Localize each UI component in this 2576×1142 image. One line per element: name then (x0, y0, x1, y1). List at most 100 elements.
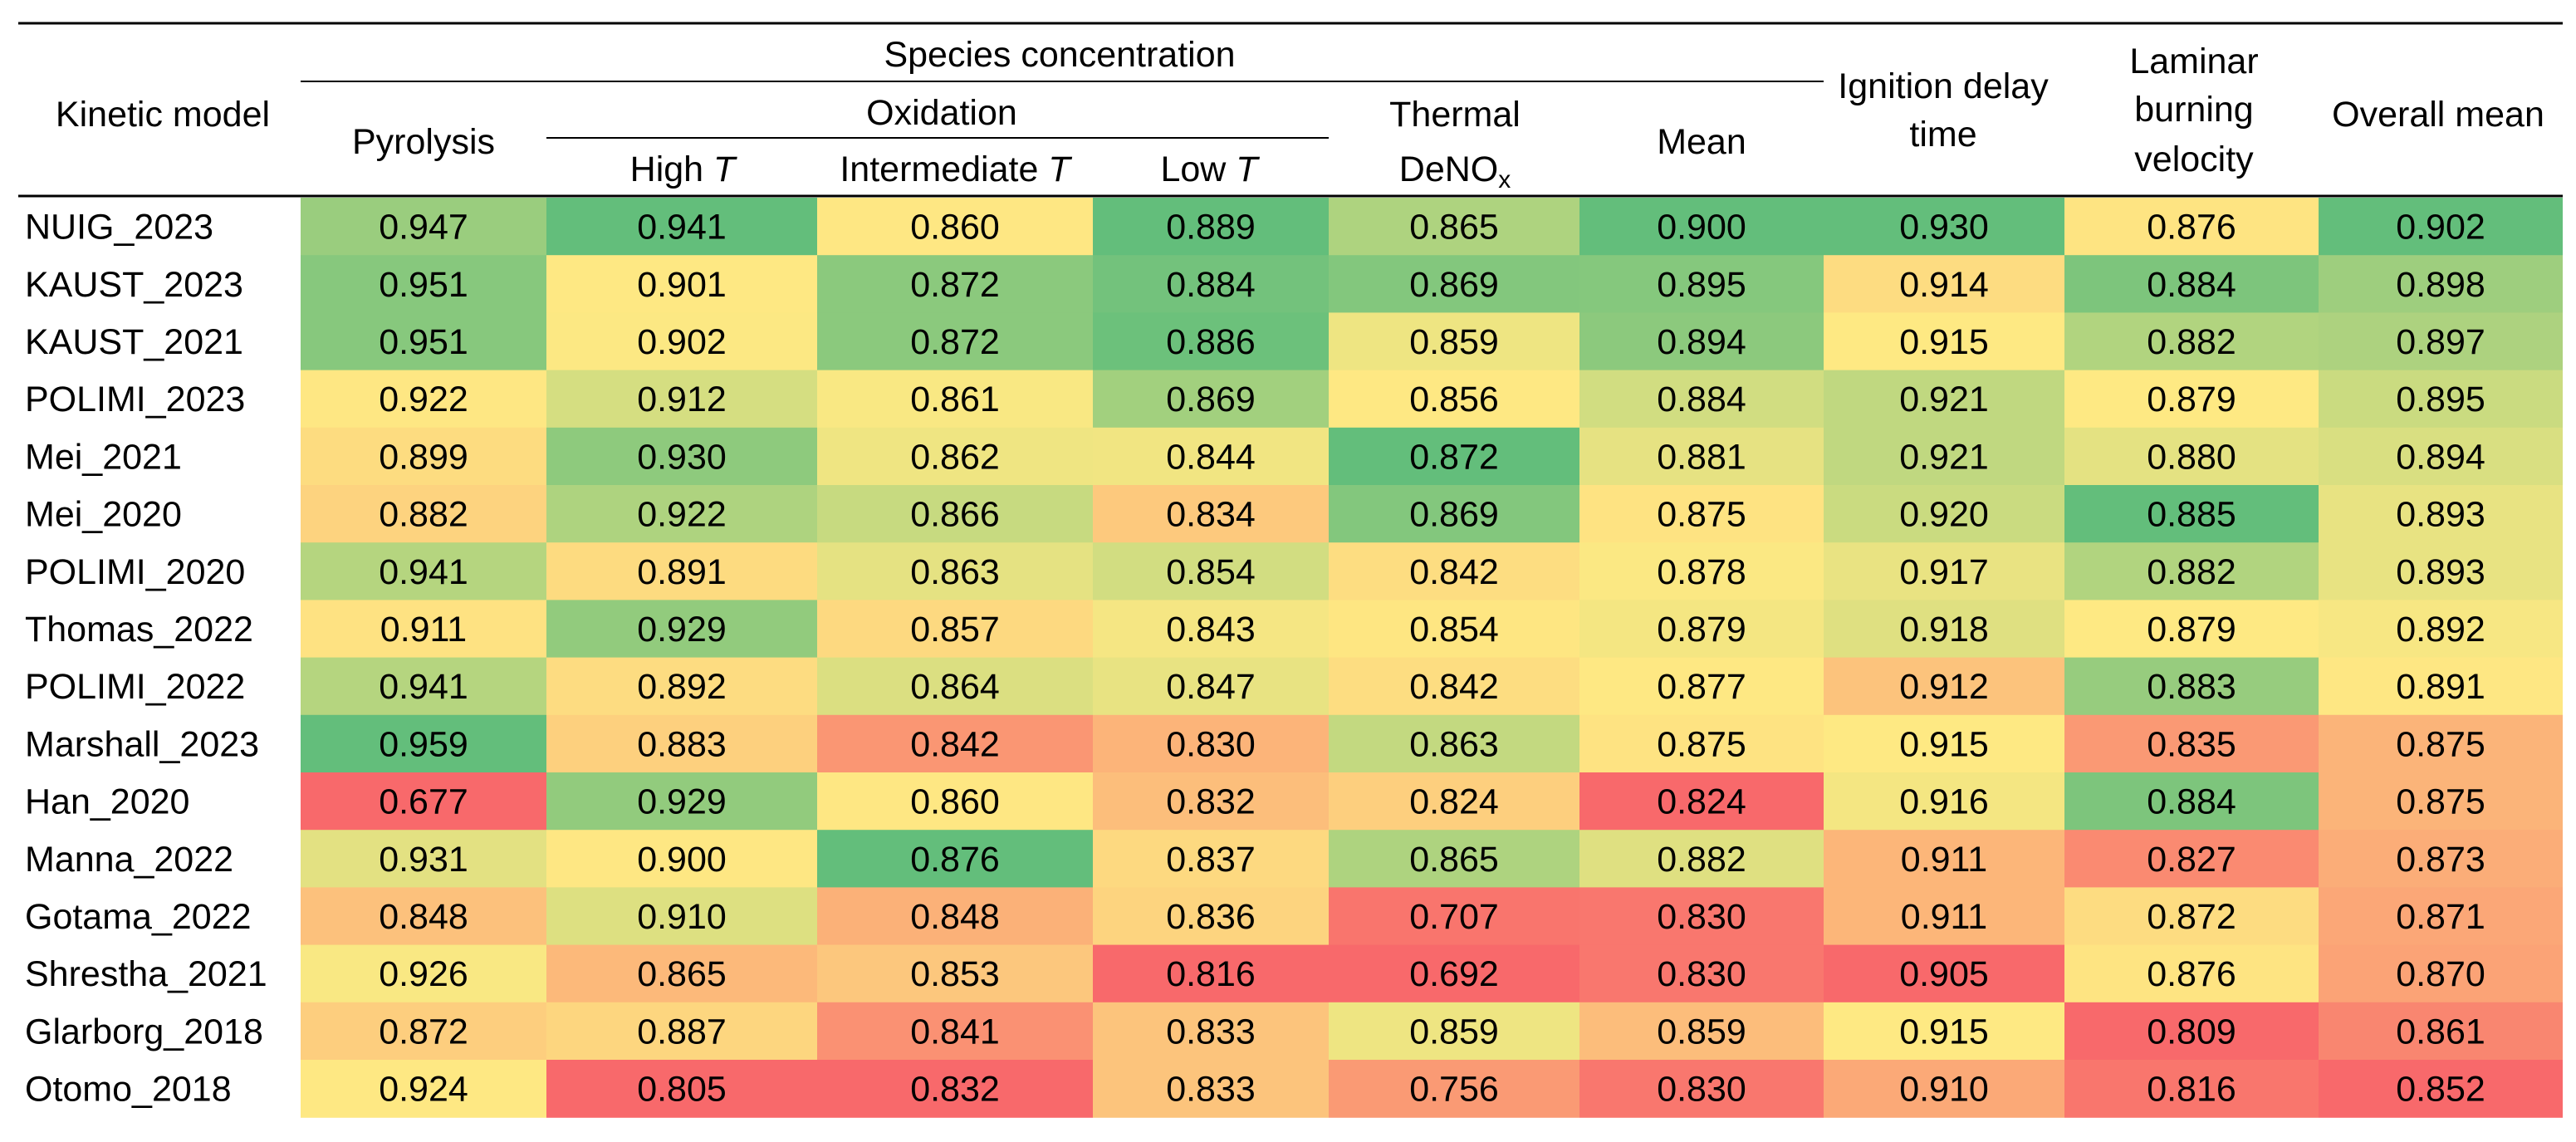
value-shrestha-2021-col-1: 0.865 (637, 954, 727, 994)
cell-glarborg-2018-col-3 (1093, 1002, 1329, 1061)
row-label-glarborg-2018: Glarborg_2018 (25, 1012, 263, 1051)
value-kaust-2021-col-3: 0.886 (1166, 322, 1256, 362)
value-gotama-2022-col-4: 0.707 (1409, 897, 1499, 937)
value-han-2020-col-2: 0.860 (910, 782, 1000, 822)
cell-shrestha-2021-col-3 (1093, 944, 1329, 1003)
cell-polimi-2023-col-6 (1824, 370, 2064, 429)
header-ignition-delay: Ignition delay (1838, 66, 2049, 106)
cell-glarborg-2018-col-0 (301, 1002, 546, 1061)
value-marshall-2023-col-1: 0.883 (637, 724, 727, 764)
cell-han-2020-col-6 (1824, 772, 2064, 831)
header-low-t: Low T (1160, 149, 1260, 189)
value-polimi-2023-col-8: 0.895 (2396, 380, 2485, 419)
cell-manna-2022-col-0 (301, 830, 546, 888)
header-thermal-denox: DeNOx (1399, 149, 1511, 194)
cell-kaust-2021-col-0 (301, 312, 546, 371)
cell-kaust-2023-col-5 (1579, 255, 1824, 313)
cell-nuig-2023-col-4 (1329, 198, 1579, 256)
value-polimi-2023-col-6: 0.921 (1899, 380, 1989, 419)
value-polimi-2020-col-5: 0.878 (1657, 552, 1746, 592)
value-nuig-2023-col-8: 0.902 (2396, 208, 2485, 248)
header-species-concentration: Species concentration (884, 35, 1235, 75)
cell-otomo-2018-col-0 (301, 1060, 546, 1118)
value-thomas-2022-col-7: 0.879 (2147, 610, 2236, 649)
value-manna-2022-col-6: 0.911 (1901, 840, 1987, 880)
value-han-2020-col-4: 0.824 (1409, 782, 1499, 822)
value-shrestha-2021-col-2: 0.853 (910, 954, 1000, 994)
cell-kaust-2023-col-4 (1329, 255, 1579, 313)
cell-nuig-2023-col-6 (1824, 198, 2064, 256)
cell-marshall-2023-col-0 (301, 714, 546, 773)
value-polimi-2020-col-4: 0.842 (1409, 552, 1499, 592)
value-nuig-2023-col-5: 0.900 (1657, 208, 1746, 248)
row-label-shrestha-2021: Shrestha_2021 (25, 954, 267, 994)
cell-gotama-2022-col-7 (2064, 887, 2319, 946)
cell-thomas-2022-col-2 (817, 600, 1093, 659)
cell-thomas-2022-col-5 (1579, 600, 1824, 659)
cell-gotama-2022-col-1 (546, 887, 817, 946)
value-manna-2022-col-0: 0.931 (379, 840, 468, 880)
header-burning: burning (2134, 90, 2253, 130)
cell-kaust-2021-col-1 (546, 312, 817, 371)
cell-shrestha-2021-col-0 (301, 944, 546, 1003)
value-kaust-2021-col-6: 0.915 (1899, 322, 1989, 362)
cell-polimi-2022-col-0 (301, 657, 546, 716)
cell-mei-2021-col-3 (1093, 427, 1329, 486)
cell-kaust-2021-col-2 (817, 312, 1093, 371)
cell-nuig-2023-col-2 (817, 198, 1093, 256)
cell-shrestha-2021-col-5 (1579, 944, 1824, 1003)
cell-kaust-2021-col-6 (1824, 312, 2064, 371)
value-polimi-2023-col-3: 0.869 (1166, 380, 1256, 419)
value-gotama-2022-col-8: 0.871 (2396, 897, 2485, 937)
cell-polimi-2023-col-8 (2319, 370, 2563, 429)
value-marshall-2023-col-8: 0.875 (2396, 724, 2485, 764)
cell-manna-2022-col-3 (1093, 830, 1329, 888)
cell-polimi-2022-col-7 (2064, 657, 2319, 716)
cell-han-2020-col-5 (1579, 772, 1824, 831)
value-mei-2021-col-7: 0.880 (2147, 437, 2236, 477)
value-marshall-2023-col-2: 0.842 (910, 724, 1000, 764)
value-shrestha-2021-col-5: 0.830 (1657, 954, 1746, 994)
cell-polimi-2020-col-3 (1093, 542, 1329, 600)
cell-otomo-2018-col-2 (817, 1060, 1093, 1118)
value-kaust-2021-col-7: 0.882 (2147, 322, 2236, 362)
value-han-2020-col-0: 0.677 (379, 782, 468, 822)
rules-layer (18, 22, 2563, 198)
value-otomo-2018-col-0: 0.924 (379, 1070, 468, 1110)
cell-nuig-2023-col-0 (301, 198, 546, 256)
value-kaust-2021-col-1: 0.902 (637, 322, 727, 362)
value-otomo-2018-col-8: 0.852 (2396, 1070, 2485, 1110)
value-marshall-2023-col-5: 0.875 (1657, 724, 1746, 764)
value-thomas-2022-col-2: 0.857 (910, 610, 1000, 649)
value-shrestha-2021-col-7: 0.876 (2147, 954, 2236, 994)
cell-polimi-2022-col-1 (546, 657, 817, 716)
cell-manna-2022-col-4 (1329, 830, 1579, 888)
value-polimi-2020-col-2: 0.863 (910, 552, 1000, 592)
cell-manna-2022-col-6 (1824, 830, 2064, 888)
value-mei-2020-col-8: 0.893 (2396, 495, 2485, 535)
row-label-polimi-2023: POLIMI_2023 (25, 380, 245, 419)
value-otomo-2018-col-4: 0.756 (1409, 1070, 1499, 1110)
cell-gotama-2022-col-4 (1329, 887, 1579, 946)
cell-mei-2021-col-6 (1824, 427, 2064, 486)
cell-nuig-2023-col-8 (2319, 198, 2563, 256)
cell-polimi-2020-col-5 (1579, 542, 1824, 600)
value-polimi-2022-col-7: 0.883 (2147, 667, 2236, 707)
header-overall-mean: Overall mean (2332, 95, 2544, 135)
cell-han-2020-col-8 (2319, 772, 2563, 831)
value-kaust-2023-col-4: 0.869 (1409, 265, 1499, 305)
cell-nuig-2023-col-5 (1579, 198, 1824, 256)
cell-polimi-2023-col-3 (1093, 370, 1329, 429)
value-polimi-2022-col-8: 0.891 (2396, 667, 2485, 707)
cell-mei-2021-col-1 (546, 427, 817, 486)
cell-otomo-2018-col-7 (2064, 1060, 2319, 1118)
cell-glarborg-2018-col-5 (1579, 1002, 1824, 1061)
cell-mei-2021-col-0 (301, 427, 546, 486)
cell-mei-2020-col-2 (817, 485, 1093, 543)
cell-thomas-2022-col-7 (2064, 600, 2319, 659)
cells-layer: NUIG_2023 0.947 0.941 0.860 0.889 0.865 0.900 0… (25, 198, 2563, 1118)
value-gotama-2022-col-1: 0.910 (637, 897, 727, 937)
cell-manna-2022-col-2 (817, 830, 1093, 888)
cell-otomo-2018-col-3 (1093, 1060, 1329, 1118)
